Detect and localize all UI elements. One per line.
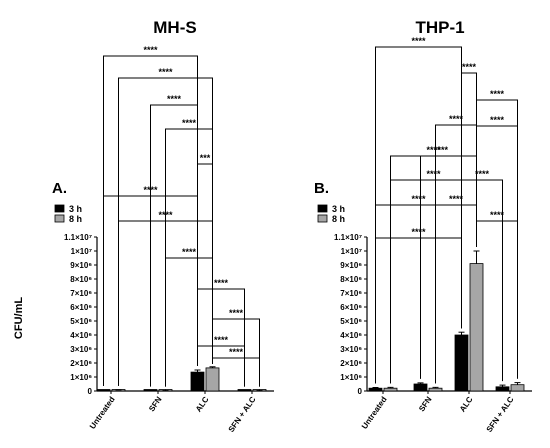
significance-label: **** [167, 94, 182, 104]
y-tick-label: 1×10⁷ [71, 247, 92, 256]
legend-label: 8 h [332, 214, 345, 224]
significance-bracket [103, 195, 198, 387]
y-tick-label: 1.1×10⁷ [64, 233, 92, 242]
significance-bracket [375, 46, 462, 384]
significance-label: **** [490, 210, 505, 220]
x-tick-label: Untreated [88, 395, 117, 431]
x-tick-label: SFN [147, 395, 164, 413]
y-tick-label: 9×10⁶ [70, 261, 92, 270]
y-tick-label: 6×10⁶ [340, 303, 362, 312]
y-tick-label: 1×10⁶ [340, 373, 362, 382]
bar [454, 334, 469, 392]
chart-title: MH-S [153, 18, 196, 37]
significance-bracket [375, 237, 462, 384]
bar [428, 387, 443, 392]
x-tick-label: ALC [194, 395, 211, 414]
significance-label: **** [158, 67, 173, 77]
legend-swatch [54, 204, 65, 213]
y-tick-label: 1×10⁷ [341, 247, 362, 256]
significance-label: **** [143, 45, 158, 55]
significance-bracket [197, 288, 245, 387]
y-tick-label: 2×10⁶ [70, 359, 92, 368]
x-tick-label: Untreated [360, 395, 389, 431]
significance-label: **** [411, 194, 426, 204]
significance-label: **** [411, 227, 426, 237]
significance-label: **** [411, 36, 426, 46]
significance-bracket [197, 345, 245, 387]
panel-label: A. [52, 180, 67, 197]
legend-label: 8 h [69, 214, 82, 224]
y-tick-label: 1×10⁶ [70, 373, 92, 382]
significance-label: **** [426, 145, 441, 155]
significance-label: *** [200, 153, 211, 163]
y-tick-label: 4×10⁶ [70, 331, 92, 340]
bar [190, 371, 205, 392]
y-tick-label: 7×10⁶ [70, 289, 92, 298]
y-tick-label: 0 [88, 387, 93, 396]
y-tick-label: 3×10⁶ [70, 345, 92, 354]
y-tick-label: 0 [358, 387, 363, 396]
significance-bracket [375, 204, 462, 384]
y-tick-label: 5×10⁶ [340, 317, 362, 326]
x-tick-label: SFN + ALC [485, 395, 516, 434]
significance-label: **** [182, 118, 197, 128]
significance-label: **** [490, 89, 505, 99]
bar [469, 263, 484, 392]
significance-label: **** [143, 185, 158, 195]
significance-label: **** [426, 169, 441, 179]
significance-label: **** [475, 169, 490, 179]
legend-swatch [54, 214, 65, 223]
y-tick-label: 8×10⁶ [340, 275, 362, 284]
legend-swatch [317, 204, 328, 213]
panel-label: B. [314, 180, 329, 197]
legend-swatch [317, 214, 328, 223]
y-tick-label: 2×10⁶ [340, 359, 362, 368]
chart-title: THP-1 [415, 18, 464, 37]
bar [510, 384, 525, 392]
bar [368, 387, 383, 392]
significance-label: **** [462, 62, 477, 72]
y-tick-label: 6×10⁶ [70, 303, 92, 312]
y-tick-label: 3×10⁶ [340, 345, 362, 354]
y-tick-label: 7×10⁶ [340, 289, 362, 298]
significance-bracket [197, 163, 213, 366]
y-tick-label: 1.1×10⁷ [334, 233, 362, 242]
significance-bracket [212, 318, 260, 387]
significance-label: **** [229, 347, 244, 357]
significance-bracket [165, 257, 213, 387]
x-tick-label: ALC [458, 395, 475, 414]
y-tick-label: 9×10⁶ [340, 261, 362, 270]
significance-label: **** [490, 115, 505, 125]
x-tick-label: SFN [417, 395, 434, 413]
significance-label: **** [214, 335, 229, 345]
y-tick-label: 5×10⁶ [70, 317, 92, 326]
significance-bracket [390, 179, 477, 384]
x-tick-label: SFN + ALC [227, 395, 258, 434]
significance-bracket [150, 104, 198, 387]
bar [383, 387, 398, 392]
significance-bracket [212, 357, 260, 387]
legend-label: 3 h [332, 204, 345, 214]
significance-label: **** [158, 210, 173, 220]
significance-label: **** [214, 278, 229, 288]
legend-label: 3 h [69, 204, 82, 214]
bar [413, 383, 428, 392]
bar [205, 367, 220, 392]
significance-label: **** [229, 308, 244, 318]
significance-label: **** [182, 247, 197, 257]
bar [495, 386, 510, 392]
y-tick-label: 4×10⁶ [340, 331, 362, 340]
y-tick-label: 8×10⁶ [70, 275, 92, 284]
y-axis-label: CFU/mL [13, 297, 25, 339]
significance-label: **** [434, 145, 449, 155]
significance-label: **** [449, 194, 464, 204]
significance-label: **** [449, 114, 464, 124]
